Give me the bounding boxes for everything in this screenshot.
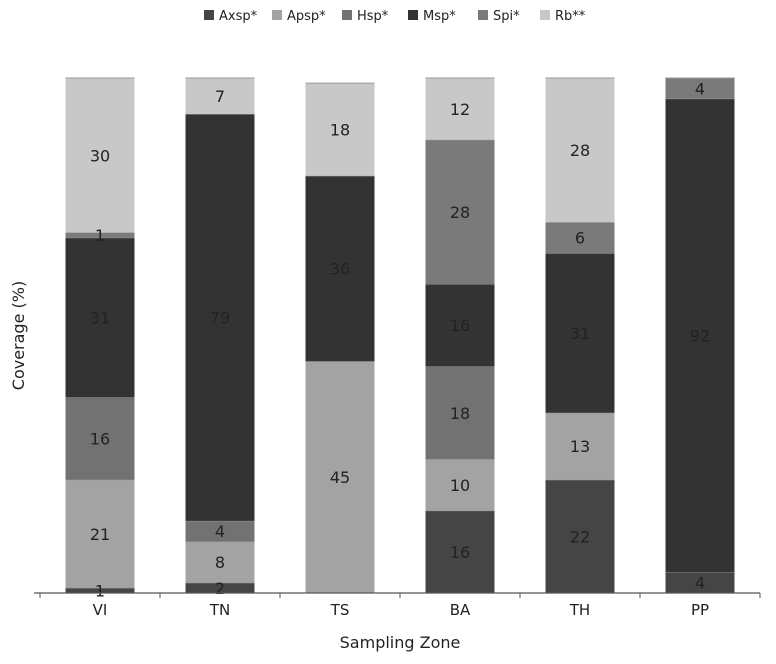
bar-segment-ts-msp <box>305 175 375 362</box>
bar-segment-tn-apsp <box>185 541 255 583</box>
data-label-tn-msp: 79 <box>210 308 230 327</box>
legend-swatch <box>408 10 418 20</box>
segment-labels: 1211631130284797453618161018162812221331… <box>90 79 710 600</box>
bar-segment-th-axsp <box>545 479 615 593</box>
x-tick-label-ba: BA <box>450 601 471 619</box>
bar-segment-ba-spi <box>425 139 495 284</box>
bar-segment-vi-rb <box>65 78 135 233</box>
legend-label: Spi* <box>493 9 520 24</box>
bar-segment-th-apsp <box>545 412 615 480</box>
data-label-ts-apsp: 45 <box>330 468 350 487</box>
data-label-ba-msp: 16 <box>450 316 470 335</box>
data-label-vi-spi: 1 <box>95 226 105 245</box>
legend-swatch <box>540 10 550 20</box>
bar-segment-tn-msp <box>185 114 255 521</box>
bar-segment-ba-hsp <box>425 366 495 460</box>
data-label-ba-hsp: 18 <box>450 404 470 423</box>
data-label-tn-axsp: 2 <box>215 579 225 598</box>
bar-segment-tn-axsp <box>185 582 255 593</box>
bar-segment-vi-msp <box>65 237 135 398</box>
data-label-ts-rb: 18 <box>330 121 350 140</box>
bar-segment-tn-rb <box>185 78 255 115</box>
x-axis-title: Sampling Zone <box>340 633 461 652</box>
data-label-vi-rb: 30 <box>90 146 110 165</box>
legend-label: Hsp* <box>357 9 389 24</box>
legend-item-apsp: Apsp* <box>272 9 326 24</box>
bar-segment-ts-rb <box>305 83 375 176</box>
x-tick-label-ts: TS <box>330 601 350 619</box>
data-label-tn-hsp: 4 <box>215 522 225 541</box>
legend-label: Msp* <box>423 9 456 24</box>
legend-item-spi: Spi* <box>478 9 520 24</box>
bar-segment-ba-msp <box>425 284 495 367</box>
data-label-vi-msp: 31 <box>90 308 110 327</box>
legend: Axsp* Apsp* Hsp* Msp* Spi* Rb** <box>204 9 586 24</box>
bar-segment-ba-rb <box>425 78 495 140</box>
data-label-ba-spi: 28 <box>450 203 470 222</box>
bar-segment-ba-apsp <box>425 459 495 511</box>
bar-segment-th-msp <box>545 253 615 413</box>
bar-segment-pp-spi <box>665 78 735 99</box>
data-label-th-msp: 31 <box>570 324 590 343</box>
data-label-th-axsp: 22 <box>570 527 590 546</box>
bar-segment-vi-apsp <box>65 479 135 588</box>
x-tick-labels: VI TN TS BA TH PP <box>39 593 761 619</box>
data-label-ts-msp: 36 <box>330 260 350 279</box>
bar-segment-vi-hsp <box>65 397 135 480</box>
x-tick-label-vi: VI <box>93 601 108 619</box>
data-label-pp-msp: 92 <box>690 327 710 346</box>
data-label-ba-rb: 12 <box>450 100 470 119</box>
legend-swatch <box>342 10 352 20</box>
data-label-pp-spi: 4 <box>695 79 705 98</box>
data-label-vi-axsp: 1 <box>95 581 105 600</box>
bars <box>65 77 735 593</box>
data-label-ba-axsp: 16 <box>450 543 470 562</box>
data-label-vi-hsp: 16 <box>90 430 110 449</box>
x-tick-label-tn: TN <box>209 601 230 619</box>
legend-label: Rb** <box>555 9 586 24</box>
data-label-th-spi: 6 <box>575 229 585 248</box>
data-label-tn-rb: 7 <box>215 87 225 106</box>
legend-item-rb: Rb** <box>540 9 586 24</box>
legend-label: Apsp* <box>287 9 326 24</box>
bar-segment-ba-axsp <box>425 510 495 593</box>
data-label-vi-apsp: 21 <box>90 525 110 544</box>
legend-item-msp: Msp* <box>408 9 456 24</box>
x-tick-label-pp: PP <box>691 601 709 619</box>
data-label-ba-apsp: 10 <box>450 476 470 495</box>
bar-segment-tn-hsp <box>185 520 255 542</box>
data-label-pp-axsp: 4 <box>695 574 705 593</box>
legend-item-hsp: Hsp* <box>342 9 389 24</box>
legend-swatch <box>272 10 282 20</box>
legend-swatch <box>478 10 488 20</box>
x-tick-label-th: TH <box>569 601 590 619</box>
bar-segment-vi-spi <box>65 232 135 238</box>
bar-segment-pp-msp <box>665 98 735 573</box>
legend-item-axsp: Axsp* <box>204 9 258 24</box>
bar-segment-vi-axsp <box>65 587 135 593</box>
legend-swatch <box>204 10 214 20</box>
legend-label: Axsp* <box>219 9 258 24</box>
bar-segment-th-rb <box>545 78 615 223</box>
bar-segment-th-spi <box>545 222 615 254</box>
bar-segment-pp-axsp <box>665 572 735 593</box>
y-axis-title: Coverage (%) <box>9 281 28 390</box>
bar-segment-ts-apsp <box>305 361 375 593</box>
data-label-th-rb: 28 <box>570 141 590 160</box>
data-label-th-apsp: 13 <box>570 437 590 456</box>
data-label-tn-apsp: 8 <box>215 553 225 572</box>
